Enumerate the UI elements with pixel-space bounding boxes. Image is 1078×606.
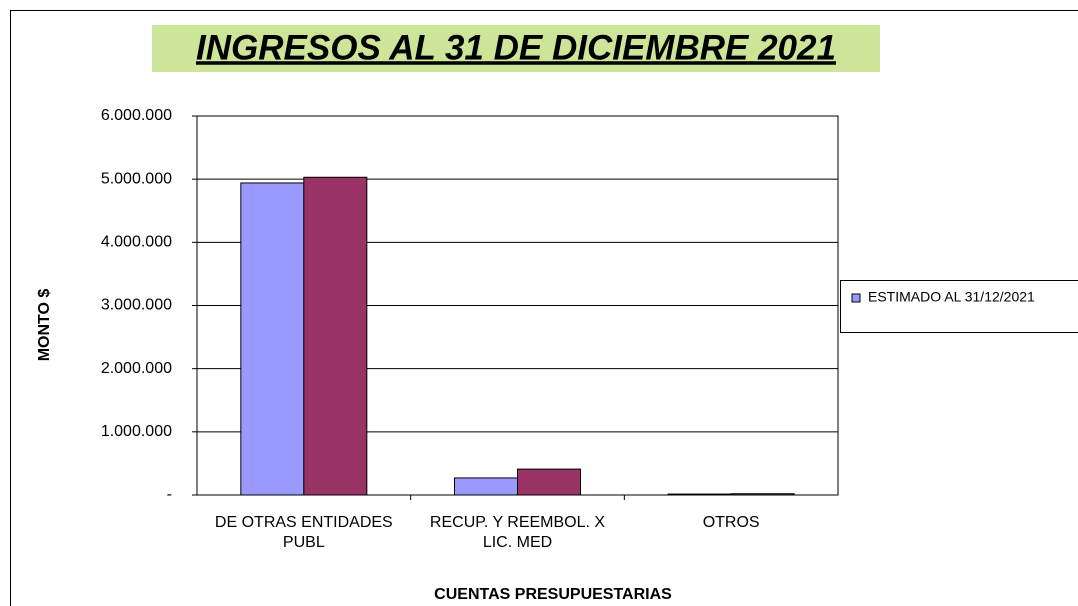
y-tick-label: 4.000.000 <box>101 234 172 251</box>
bar <box>667 493 732 496</box>
y-tick-label: - <box>167 486 172 503</box>
y-tick-label: 2.000.000 <box>101 360 172 377</box>
x-tick-label: RECUP. Y REEMBOL. X LIC. MED <box>429 514 606 551</box>
chart-title: INGRESOS AL 31 DE DICIEMBRE 2021 <box>196 28 836 67</box>
y-tick-label: 5.000.000 <box>101 170 172 187</box>
y-tick-label: 6.000.000 <box>101 107 172 124</box>
legend-box <box>840 280 1078 333</box>
y-tick-label: 3.000.000 <box>101 297 172 314</box>
title-box <box>152 25 880 72</box>
x-axis-label: CUENTAS PRESUPUESTARIAS <box>434 586 672 603</box>
legend-label: ESTIMADO AL 31/12/2021 <box>868 289 1035 305</box>
x-tick-label: DE OTRAS ENTIDADES PUBL <box>214 514 393 551</box>
y-axis-label: MONTO $ <box>36 289 53 362</box>
bar <box>303 176 368 496</box>
bar <box>730 493 795 496</box>
legend-swatch <box>851 293 861 303</box>
bar <box>454 477 518 496</box>
bar <box>517 468 581 496</box>
y-tick-label: 1.000.000 <box>101 423 172 440</box>
chart-border <box>10 10 1078 606</box>
x-tick-label: OTROS <box>702 514 760 531</box>
bar <box>240 182 305 496</box>
